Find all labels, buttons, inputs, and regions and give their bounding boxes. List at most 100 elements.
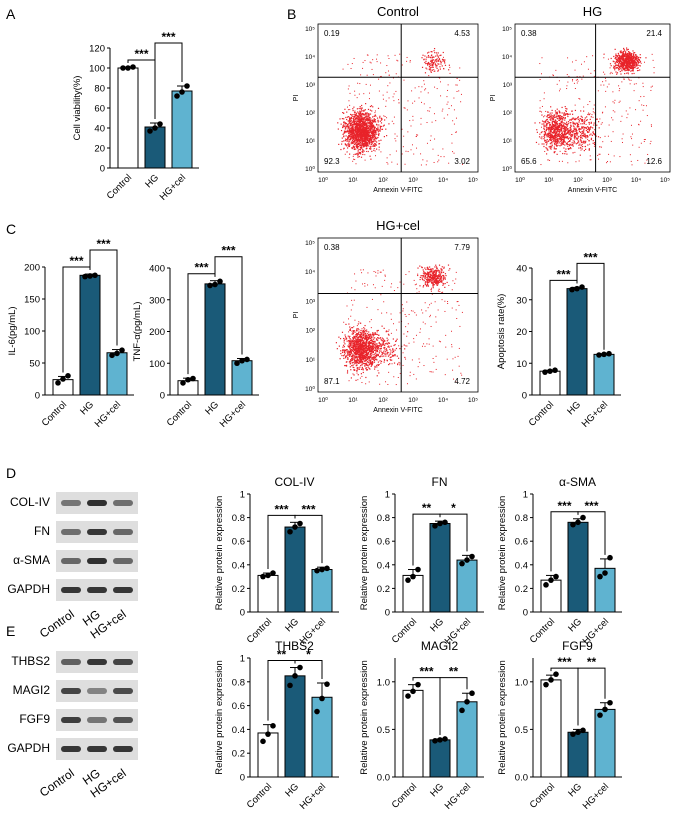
- panel-label-C: C: [6, 221, 16, 237]
- flow-event: [374, 145, 376, 148]
- flow-event: [624, 72, 626, 75]
- flow-event: [355, 148, 357, 150]
- flow-event: [549, 145, 551, 147]
- flow-event: [555, 116, 557, 118]
- flow-event: [581, 126, 583, 128]
- flow-event: [351, 327, 354, 329]
- flow-event: [360, 113, 362, 115]
- flow-event: [624, 53, 626, 55]
- flow-event: [371, 355, 373, 357]
- significance-label: ***: [556, 267, 570, 281]
- flow-event: [434, 70, 436, 72]
- flow-event: [385, 330, 388, 332]
- flow-event: [563, 137, 565, 139]
- flow-event: [369, 337, 371, 339]
- flow-event: [357, 323, 359, 325]
- flow-event: [356, 125, 358, 127]
- flow-event: [357, 115, 359, 117]
- flow-event: [440, 61, 442, 64]
- flow-event: [551, 132, 554, 134]
- flow-event: [644, 138, 646, 140]
- flow-event: [429, 56, 431, 58]
- flow-event: [623, 63, 625, 65]
- flow-event: [634, 56, 636, 58]
- flow-event: [348, 131, 350, 133]
- flow-event: [367, 338, 370, 340]
- flow-event: [360, 144, 362, 147]
- flow-event: [366, 116, 368, 118]
- flow-event: [352, 145, 355, 147]
- bar-HG+cel: [593, 353, 615, 396]
- flow-event: [436, 54, 438, 56]
- flow-event: [619, 70, 621, 73]
- data-point: [579, 284, 585, 290]
- flow-event: [564, 129, 566, 131]
- flow-event: [552, 124, 555, 126]
- flow-event: [624, 51, 627, 53]
- flow-event: [570, 124, 572, 126]
- flow-event: [456, 78, 458, 80]
- flow-event: [342, 126, 344, 129]
- flow-event: [565, 150, 567, 153]
- y-tick-label: 0.5: [377, 725, 390, 736]
- flow-event: [353, 132, 355, 134]
- flow-event: [355, 354, 357, 356]
- flow-event: [579, 128, 581, 130]
- flow-event: [367, 141, 369, 143]
- flow-event: [372, 334, 374, 336]
- x-axis-label: Annexin V-FITC: [373, 187, 422, 194]
- flow-event: [580, 137, 582, 139]
- flow-event: [365, 103, 367, 105]
- data-point: [607, 554, 613, 561]
- flow-event: [365, 132, 367, 134]
- flow-event: [582, 145, 584, 148]
- flow-event: [593, 122, 595, 124]
- flow-event: [642, 82, 644, 84]
- flow-event: [585, 140, 587, 142]
- flow-event: [335, 342, 338, 344]
- flow-event: [363, 362, 365, 365]
- flow-event: [566, 128, 568, 130]
- flow-event: [385, 355, 387, 357]
- flow-event: [459, 67, 461, 69]
- flow-event: [348, 139, 351, 141]
- flow-event: [361, 126, 363, 128]
- flow-event: [387, 352, 389, 354]
- flow-event: [374, 358, 376, 360]
- flow-event: [573, 133, 575, 135]
- flow-event: [366, 355, 368, 357]
- flow-event: [625, 69, 627, 71]
- flow-event: [393, 344, 395, 347]
- flow-event: [630, 124, 632, 126]
- flow-event: [623, 47, 625, 50]
- flow-event: [568, 113, 570, 115]
- flow-event: [556, 126, 558, 129]
- flow-event: [578, 125, 580, 128]
- flow-event: [621, 81, 623, 83]
- flow-event: [621, 64, 623, 67]
- flow-event: [585, 119, 587, 122]
- flow-event: [366, 117, 369, 119]
- y-axis-label: Cell viability(%): [72, 76, 83, 141]
- data-point: [212, 281, 218, 288]
- flow-event: [583, 61, 585, 63]
- flow-event: [447, 84, 449, 86]
- flow-event: [360, 329, 362, 332]
- flow-event: [366, 54, 368, 56]
- flow-event: [373, 357, 376, 359]
- flow-event: [388, 97, 390, 99]
- flow-event: [371, 342, 373, 345]
- flow-event: [541, 111, 543, 113]
- flow-event: [354, 113, 356, 115]
- flow-event: [375, 148, 378, 150]
- flow-event: [604, 77, 606, 79]
- x-tick-label: HG: [283, 616, 301, 634]
- flow-event: [360, 74, 362, 76]
- flow-event: [624, 70, 626, 72]
- flow-event: [350, 116, 353, 119]
- flow-event: [367, 131, 369, 133]
- flow-event: [552, 124, 554, 126]
- flow-event: [372, 106, 374, 108]
- flow-event: [353, 128, 355, 130]
- flow-event: [373, 354, 375, 356]
